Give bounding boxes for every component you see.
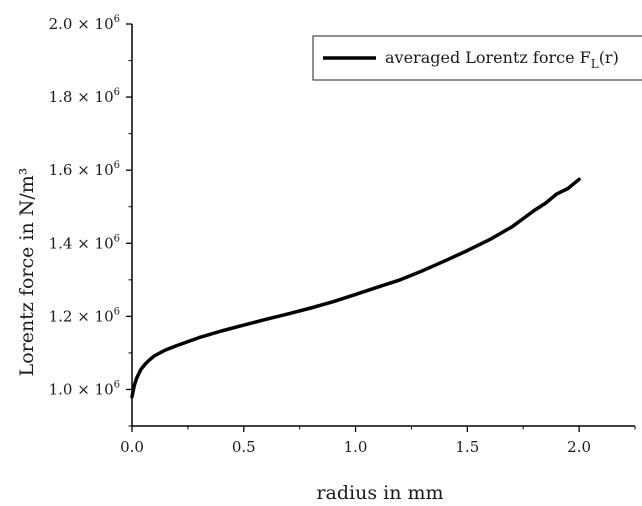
y-tick-label-exponent: 6 bbox=[114, 233, 120, 244]
y-tick-label: 1.0 × 106 bbox=[49, 379, 120, 398]
y-tick-label: 1.4 × 106 bbox=[49, 233, 120, 252]
x-tick-label: 2.0 bbox=[567, 438, 591, 456]
y-tick-label-mantissa: 1.2 × 10 bbox=[49, 307, 114, 325]
y-tick-label-mantissa: 1.0 × 10 bbox=[49, 380, 114, 398]
legend-label: averaged Lorentz force FL(r) bbox=[385, 48, 619, 71]
x-axis-title: radius in mm bbox=[316, 482, 443, 504]
x-tick-label: 1.5 bbox=[455, 438, 479, 456]
y-tick-label: 1.2 × 106 bbox=[49, 306, 120, 325]
x-axis: 0.0 0.5 1.0 1.5 2.0 bbox=[120, 425, 636, 456]
y-tick-label: 1.6 × 106 bbox=[49, 160, 120, 179]
y-tick-label-exponent: 6 bbox=[114, 306, 120, 317]
x-tick-label: 0.5 bbox=[232, 438, 256, 456]
y-tick-label-exponent: 6 bbox=[114, 87, 120, 98]
x-tick-label: 1.0 bbox=[344, 438, 368, 456]
y-tick-label-mantissa: 1.4 × 10 bbox=[49, 234, 114, 252]
y-tick-label-exponent: 6 bbox=[114, 160, 120, 171]
legend-label-base: averaged Lorentz force F bbox=[385, 48, 591, 67]
y-tick-label-exponent: 6 bbox=[114, 14, 120, 25]
legend-label-subscript: L bbox=[591, 57, 599, 71]
legend: averaged Lorentz force FL(r) bbox=[323, 48, 619, 71]
x-tick-label: 0.0 bbox=[120, 438, 144, 456]
plot-area bbox=[130, 177, 581, 399]
series-line bbox=[130, 177, 581, 399]
legend-box-edge bbox=[312, 35, 642, 81]
y-axis-title: Lorentz force in N/m³ bbox=[16, 168, 38, 377]
y-tick-label-exponent: 6 bbox=[114, 379, 120, 390]
y-tick-label: 2.0 × 106 bbox=[49, 14, 120, 33]
legend-label-tail: (r) bbox=[599, 48, 619, 67]
y-tick-label-mantissa: 2.0 × 10 bbox=[49, 15, 114, 33]
y-tick-label-mantissa: 1.6 × 10 bbox=[49, 161, 114, 179]
y-tick-label: 1.8 × 106 bbox=[49, 87, 120, 106]
y-tick-label-mantissa: 1.8 × 10 bbox=[49, 88, 114, 106]
